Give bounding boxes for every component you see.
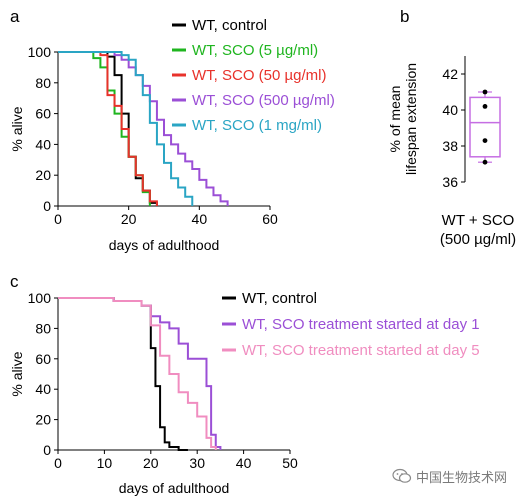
- x-tick-label-a: 20: [121, 211, 137, 227]
- y-tick-label-a: 80: [35, 75, 51, 91]
- x-tick-label-c: 50: [282, 455, 298, 471]
- x-axis-label-a: days of adulthood: [109, 237, 220, 253]
- y-tick-label-c: 80: [35, 320, 51, 336]
- watermark: 中国生物技术网: [392, 465, 518, 487]
- x-tick-label-c: 40: [236, 455, 252, 471]
- y-tick-label-c: 60: [35, 351, 51, 367]
- box-body: [469, 96, 501, 158]
- legend-label-a-1: WT, SCO (5 µg/ml): [192, 42, 318, 59]
- legend-label-a-4: WT, SCO (1 mg/ml): [192, 117, 322, 134]
- y-axis-label-a: % alive: [9, 106, 25, 151]
- x-tick-label-a: 40: [192, 211, 208, 227]
- watermark-text: 中国生物技术网: [416, 470, 508, 486]
- legend-label-a-2: WT, SCO (50 µg/ml): [192, 67, 327, 84]
- x-axis-label-b-line1: WT + SCO: [442, 212, 515, 229]
- box-point-3: [482, 159, 488, 165]
- wechat-icon: [392, 468, 412, 483]
- box-point-0: [482, 89, 488, 95]
- y-tick-label-b: 40: [442, 102, 458, 118]
- legend-label-c-2: WT, SCO treatment started at day 5: [242, 342, 480, 359]
- legend-label-a-3: WT, SCO (500 µg/ml): [192, 92, 335, 109]
- x-axis-label-c: days of adulthood: [119, 480, 230, 496]
- panel-label-a: a: [10, 7, 20, 26]
- series-line-a-4: [58, 51, 194, 206]
- legend-label-a-0: WT, control: [192, 17, 267, 34]
- box-point-1: [482, 104, 488, 109]
- x-tick-label-c: 0: [54, 455, 62, 471]
- y-tick-label-a: 0: [43, 198, 51, 214]
- x-axis-label-b-line2: (500 µg/ml): [440, 231, 516, 248]
- y-tick-label-b: 38: [442, 138, 458, 154]
- y-tick-label-c: 20: [35, 412, 51, 428]
- box-point-2: [482, 138, 488, 144]
- y-tick-label-b: 36: [442, 174, 458, 190]
- x-tick-label-c: 10: [97, 455, 113, 471]
- y-axis-label-b-line2: lifespan extension: [403, 63, 419, 175]
- y-tick-label-a: 40: [35, 136, 51, 152]
- x-tick-label-c: 30: [189, 455, 205, 471]
- y-axis-label-b-line1: % of mean: [387, 86, 403, 153]
- y-tick-label-b: 42: [442, 66, 458, 82]
- panel-label-b: b: [400, 7, 409, 26]
- panel-label-c: c: [10, 272, 19, 291]
- y-tick-label-c: 0: [43, 442, 51, 458]
- y-tick-label-c: 100: [28, 290, 52, 306]
- series-line-a-3: [58, 51, 229, 206]
- x-tick-label-a: 0: [54, 211, 62, 227]
- series-line-c-2: [58, 297, 217, 450]
- legend-label-c-1: WT, SCO treatment started at day 1: [242, 316, 480, 333]
- y-tick-label-a: 60: [35, 106, 51, 122]
- y-axis-label-c: % alive: [9, 351, 25, 396]
- y-tick-label-a: 100: [28, 44, 52, 60]
- x-tick-label-c: 20: [143, 455, 159, 471]
- y-tick-label-a: 20: [35, 167, 51, 183]
- series-line-c-1: [58, 297, 222, 450]
- legend-label-c-0: WT, control: [242, 290, 317, 307]
- x-tick-label-a: 60: [262, 211, 278, 227]
- series-line-a-2: [58, 51, 158, 206]
- y-tick-label-c: 40: [35, 381, 51, 397]
